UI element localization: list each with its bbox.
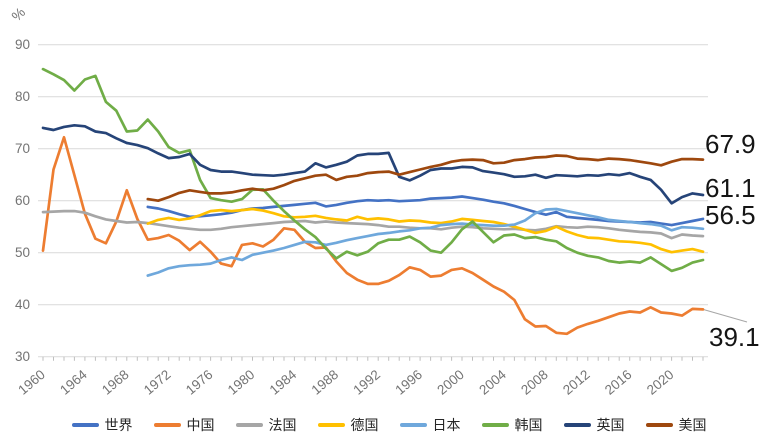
legend-swatch-韩国 xyxy=(481,423,509,427)
legend-item-中国: 中国 xyxy=(153,417,215,433)
y-tick-label-70: 70 xyxy=(15,141,30,156)
series-line-法国 xyxy=(41,209,705,240)
series-line-德国 xyxy=(146,207,705,254)
legend-label-法国: 法国 xyxy=(268,417,297,433)
x-tick-label-1964: 1964 xyxy=(57,367,90,398)
legend-label-世界: 世界 xyxy=(104,417,133,433)
x-tick-label-1992: 1992 xyxy=(350,367,383,398)
legend-swatch-美国 xyxy=(645,423,673,427)
series-line-美国 xyxy=(146,154,705,203)
series-line-韩国 xyxy=(41,67,705,273)
x-tick-label-2016: 2016 xyxy=(602,367,635,398)
y-tick-label-80: 80 xyxy=(15,89,30,104)
legend-label-德国: 德国 xyxy=(350,417,379,433)
series-line-英国 xyxy=(41,123,705,205)
x-tick-label-1980: 1980 xyxy=(225,367,258,398)
x-tick-label-2004: 2004 xyxy=(476,367,509,398)
end-label-usa: 67.9 xyxy=(705,129,756,159)
legend-swatch-英国 xyxy=(563,423,591,427)
x-tick-label-1984: 1984 xyxy=(267,367,300,398)
plot-area: 30 40 50 60 70 80 90 1960 1964 1968 1972 1976 1980 19… xyxy=(15,37,748,398)
legend-label-英国: 英国 xyxy=(596,417,625,433)
end-label-uk: 61.1 xyxy=(705,173,756,203)
legend-swatch-中国 xyxy=(153,423,181,427)
legend-item-日本: 日本 xyxy=(399,417,461,433)
x-tick-label-2008: 2008 xyxy=(518,367,551,398)
leader-line-china-label xyxy=(702,308,748,323)
legend-swatch-法国 xyxy=(235,423,263,427)
x-tick-label-2000: 2000 xyxy=(434,367,467,398)
y-tick-label-90: 90 xyxy=(15,37,30,52)
legend-label-中国: 中国 xyxy=(186,417,215,433)
series-line-日本 xyxy=(146,207,705,277)
legend-swatch-世界 xyxy=(71,423,99,427)
legend-item-英国: 英国 xyxy=(563,417,625,433)
legend-item-世界: 世界 xyxy=(71,417,133,433)
end-label-china: 39.1 xyxy=(709,322,760,352)
y-tick-label-30: 30 xyxy=(15,349,30,364)
x-tick-label-2012: 2012 xyxy=(560,367,593,398)
end-label-world: 56.5 xyxy=(705,200,756,230)
legend-swatch-日本 xyxy=(399,423,427,427)
series-line-中国 xyxy=(41,135,705,336)
legend-swatch-德国 xyxy=(317,423,345,427)
x-tick-label-1960: 1960 xyxy=(15,367,48,398)
legend-label-日本: 日本 xyxy=(432,417,461,433)
legend-item-法国: 法国 xyxy=(235,417,297,433)
legend-label-韩国: 韩国 xyxy=(514,417,543,433)
legend-item-德国: 德国 xyxy=(317,417,379,433)
x-tick-label-1976: 1976 xyxy=(183,367,216,398)
x-tick-label-1996: 1996 xyxy=(392,367,425,398)
legend-item-美国: 美国 xyxy=(645,417,707,433)
y-tick-label-40: 40 xyxy=(15,297,30,312)
legend-label-美国: 美国 xyxy=(678,417,707,433)
x-tick-label-1968: 1968 xyxy=(99,367,132,398)
x-tick-label-2020: 2020 xyxy=(644,367,677,398)
y-tick-label-50: 50 xyxy=(15,245,30,260)
legend: 世界 中国 法国 德国 日本 韩国 英国 美国 xyxy=(0,412,778,438)
x-tick-label-1972: 1972 xyxy=(141,367,174,398)
y-tick-label-60: 60 xyxy=(15,193,30,208)
legend-item-韩国: 韩国 xyxy=(481,417,543,433)
x-tick-label-1988: 1988 xyxy=(309,367,342,398)
